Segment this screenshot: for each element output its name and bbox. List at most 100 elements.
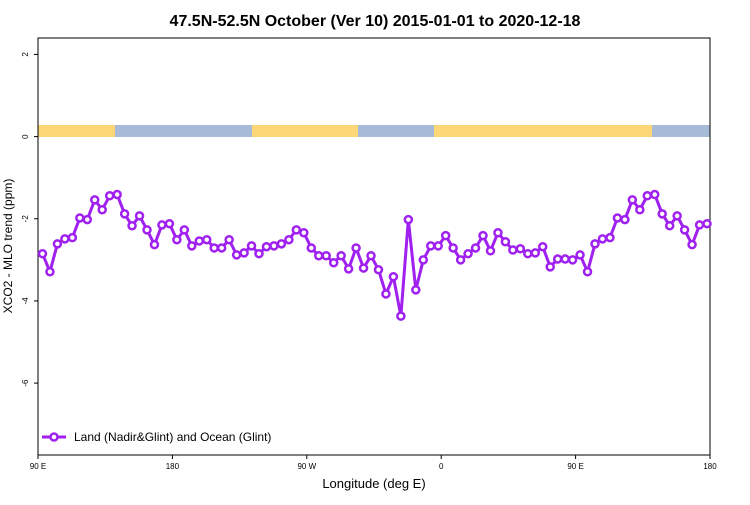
data-point — [261, 241, 272, 252]
data-point — [455, 255, 466, 265]
chart-title: 47.5N-52.5N October (Ver 10) 2015-01-01 … — [170, 13, 581, 30]
x-tick-label: 180 — [703, 462, 717, 471]
data-point — [411, 285, 421, 295]
data-point — [231, 250, 242, 260]
data-point — [321, 250, 331, 261]
data-point — [134, 211, 145, 221]
y-axis-label: XCO2 - MLO trend (ppm) — [1, 179, 15, 314]
data-point — [530, 248, 541, 258]
data-point — [537, 241, 548, 252]
data-point — [552, 254, 563, 264]
data-point — [254, 248, 264, 259]
data-point — [194, 236, 205, 246]
data-point — [679, 225, 690, 235]
data-point — [687, 239, 697, 250]
legend-marker — [49, 432, 59, 442]
data-point — [45, 267, 55, 277]
data-point — [635, 204, 645, 215]
data-point — [403, 214, 414, 225]
data-point — [104, 191, 115, 201]
data-point — [523, 248, 533, 259]
data-point — [216, 243, 227, 253]
data-point — [381, 289, 391, 299]
data-point — [172, 234, 182, 245]
data-point — [493, 227, 503, 238]
data-point — [567, 255, 578, 265]
surface-band — [38, 125, 710, 137]
y-tick-label: -6 — [21, 379, 30, 387]
land-band — [434, 125, 652, 137]
ocean-band — [652, 125, 710, 137]
data-point — [597, 234, 608, 244]
data-point — [627, 195, 638, 205]
data-point — [620, 214, 630, 225]
data-point — [425, 241, 436, 251]
data-point — [396, 311, 406, 321]
data-point — [119, 209, 130, 219]
data-point — [336, 250, 346, 261]
data-point — [478, 230, 488, 241]
data-point — [142, 225, 152, 235]
data-point — [112, 189, 122, 200]
ocean-band — [358, 125, 434, 137]
data-point — [37, 248, 48, 259]
x-tick-label: 90 W — [297, 462, 316, 471]
data-point — [433, 241, 443, 251]
data-point — [605, 232, 615, 243]
data-point — [672, 211, 682, 221]
y-tick-label: 0 — [21, 134, 30, 139]
data-point — [82, 214, 93, 225]
data-point — [485, 246, 496, 256]
data-point — [702, 218, 712, 229]
data-point — [560, 254, 570, 264]
data-point — [299, 227, 309, 238]
x-tick-label: 180 — [166, 462, 180, 471]
data-point — [649, 189, 660, 200]
data-point — [664, 221, 675, 231]
data-point — [276, 239, 287, 249]
data-point — [164, 218, 175, 229]
data-point — [52, 239, 63, 249]
data-point — [463, 248, 473, 259]
data-point — [157, 220, 167, 230]
data-point — [440, 230, 451, 241]
x-tick-label: 0 — [439, 462, 444, 471]
x-tick-label: 90 E — [567, 462, 583, 471]
data-point — [366, 250, 376, 261]
data-point — [448, 243, 458, 253]
data-point — [313, 250, 324, 261]
data-point — [612, 213, 623, 223]
x-axis-label: Longitude (deg E) — [322, 476, 425, 491]
data-point — [187, 241, 197, 251]
data-point — [67, 232, 78, 243]
ocean-band — [115, 125, 252, 137]
data-point — [351, 243, 361, 253]
data-point — [97, 204, 107, 215]
data-point — [306, 243, 317, 253]
data-point — [582, 267, 593, 277]
data-point — [694, 220, 705, 230]
data-point — [127, 221, 137, 231]
plot-frame — [37, 37, 711, 456]
data-point — [373, 264, 384, 275]
data-point — [246, 241, 257, 251]
data-point — [209, 243, 219, 253]
data-point — [358, 263, 369, 273]
data-point — [328, 257, 339, 268]
data-point — [75, 213, 85, 223]
data-point — [657, 209, 667, 219]
land-band — [252, 125, 358, 137]
x-tick-label: 90 E — [30, 462, 46, 471]
data-point — [545, 262, 555, 272]
data-point — [515, 244, 526, 254]
data-point — [418, 255, 429, 265]
data-point — [149, 239, 160, 250]
data-point — [60, 234, 70, 244]
data-point — [224, 234, 234, 245]
data-point — [575, 250, 585, 260]
data-point — [500, 237, 511, 247]
data-point — [89, 195, 100, 205]
y-tick-label: -4 — [21, 297, 30, 305]
data-point — [201, 234, 212, 245]
